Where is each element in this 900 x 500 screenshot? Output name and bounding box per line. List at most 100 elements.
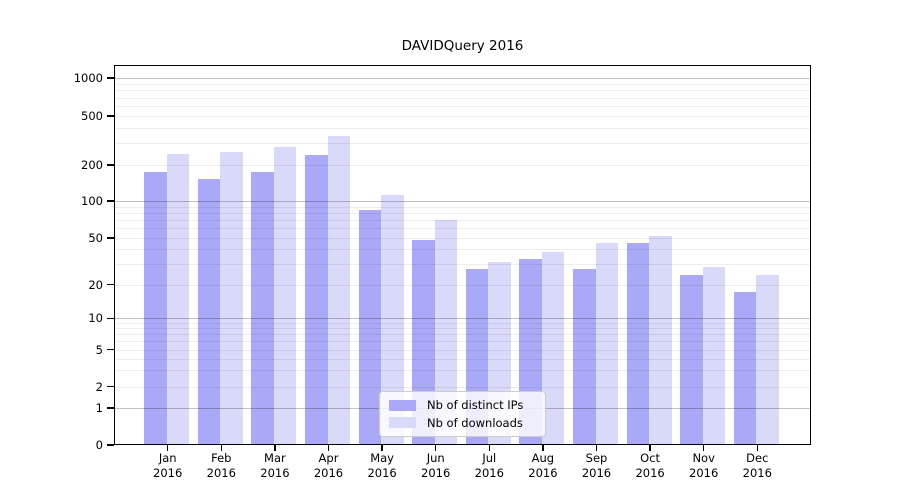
bar-feb-downloads <box>220 152 243 445</box>
y-tick-mark <box>107 385 114 388</box>
x-tick-label-aug: Aug 2016 <box>528 451 558 480</box>
y-tick-mark <box>107 348 114 351</box>
gridline-700 <box>115 97 810 99</box>
y-tick-mark <box>107 444 114 446</box>
y-tick-mark <box>107 164 114 166</box>
bar-mar-ips <box>251 171 274 445</box>
bar-jan-downloads <box>166 153 190 445</box>
x-tick-label-jul: Jul 2016 <box>474 451 504 480</box>
bar-mar-downloads <box>273 147 297 445</box>
bar-nov-ips <box>680 275 703 445</box>
gridline-5 <box>115 349 810 351</box>
bar-jan-ips <box>144 171 167 445</box>
gridline-60 <box>115 228 810 230</box>
bar-apr-downloads <box>327 136 350 445</box>
bar-oct-downloads <box>649 235 672 445</box>
gridline-400 <box>115 127 810 129</box>
y-tick-label: 20 <box>88 277 103 292</box>
x-tick-mark <box>703 445 705 451</box>
x-tick-label-oct: Oct 2016 <box>635 451 665 480</box>
y-tick-mark <box>107 283 114 286</box>
gridline-3 <box>115 370 810 372</box>
gridline-800 <box>115 90 810 92</box>
x-tick-mark <box>381 445 383 451</box>
y-tick-label: 10 <box>88 311 103 326</box>
gridline-500 <box>115 116 810 117</box>
bar-may-ips <box>358 210 382 445</box>
y-tick-label: 1 <box>95 401 103 415</box>
gridline-1000 <box>115 78 810 79</box>
x-tick-mark <box>327 445 330 451</box>
y-tick-mark <box>107 407 114 409</box>
y-tick-label: 5 <box>95 342 103 357</box>
x-tick-mark <box>542 445 544 451</box>
x-tick-mark <box>595 445 598 451</box>
y-tick-mark <box>107 115 114 117</box>
x-tick-label-jan: Jan 2016 <box>153 451 183 480</box>
plot-border <box>114 65 811 445</box>
bar-may-downloads <box>381 195 404 445</box>
gridline-100 <box>115 201 810 202</box>
x-tick-label-jun: Jun 2016 <box>421 451 451 480</box>
bar-sep-downloads <box>595 243 618 445</box>
legend-label: Nb of downloads <box>427 415 523 430</box>
bar-feb-ips <box>197 179 221 445</box>
bar-jun-downloads <box>434 220 458 445</box>
gridline-50 <box>115 238 810 239</box>
gridline-20 <box>115 284 810 286</box>
legend-swatch-downloads <box>389 417 416 429</box>
gridline-30 <box>115 263 810 265</box>
x-tick-label-may: May 2016 <box>367 451 397 480</box>
y-tick-label: 200 <box>81 158 103 172</box>
x-tick-label-feb: Feb 2016 <box>206 451 236 480</box>
chart-title: DAVIDQuery 2016 <box>401 38 524 54</box>
y-tick-label: 1000 <box>73 71 103 85</box>
gridline-10 <box>115 318 810 320</box>
x-tick-mark <box>649 445 651 451</box>
y-tick-mark <box>107 237 114 239</box>
bar-dec-downloads <box>756 275 779 445</box>
x-tick-label-mar: Mar 2016 <box>260 451 290 480</box>
gridline-40 <box>115 249 810 251</box>
gridline-8 <box>115 328 810 330</box>
gridline-90 <box>115 206 810 208</box>
x-tick-mark <box>167 445 169 451</box>
bar-sep-ips <box>573 269 596 445</box>
y-tick-label: 50 <box>88 231 103 245</box>
gridline-7 <box>115 334 810 336</box>
gridline-80 <box>115 212 810 214</box>
bar-aug-downloads <box>541 251 565 445</box>
y-tick-mark <box>107 317 114 319</box>
bar-nov-downloads <box>702 267 726 445</box>
gridline-4 <box>115 358 810 360</box>
legend-label: Nb of distinct IPs <box>427 398 524 413</box>
gridline-70 <box>115 220 810 221</box>
gridline-300 <box>115 143 810 145</box>
y-tick-label: 100 <box>81 194 103 208</box>
x-tick-mark <box>435 445 437 451</box>
x-tick-mark <box>274 445 276 451</box>
legend-swatch-ips <box>389 399 416 411</box>
bar-oct-ips <box>626 243 650 445</box>
x-tick-mark <box>220 445 222 451</box>
legend: Nb of distinct IPs Nb of downloads <box>379 391 546 437</box>
bar-dec-ips <box>733 292 757 445</box>
legend-row-ips: Nb of distinct IPs <box>389 398 536 412</box>
y-tick-label: 2 <box>95 379 103 394</box>
x-tick-label-apr: Apr 2016 <box>313 451 344 480</box>
x-tick-label-nov: Nov 2016 <box>689 451 719 480</box>
y-tick-label: 500 <box>81 109 103 123</box>
y-tick-label: 0 <box>95 438 103 452</box>
x-tick-mark <box>756 445 758 451</box>
y-tick-mark <box>107 200 114 202</box>
gridline-600 <box>115 106 810 107</box>
x-tick-label-sep: Sep 2016 <box>581 451 612 480</box>
y-tick-mark <box>107 77 114 79</box>
gridline-2 <box>115 386 810 388</box>
gridline-900 <box>115 83 810 85</box>
legend-row-downloads: Nb of downloads <box>389 416 536 430</box>
bar-apr-ips <box>305 154 328 445</box>
